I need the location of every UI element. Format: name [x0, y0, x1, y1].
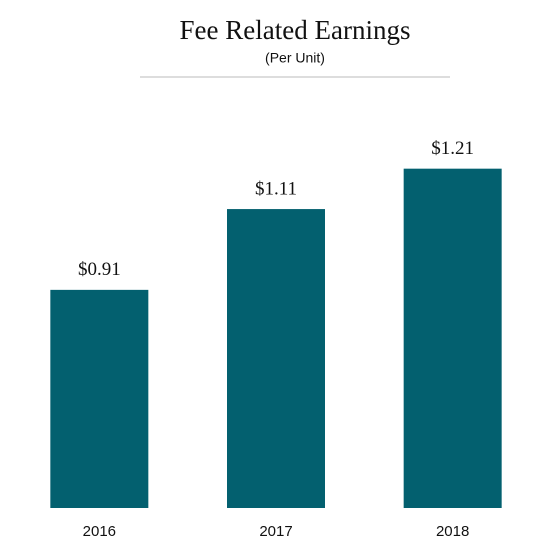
value-label: $1.21 — [431, 138, 474, 159]
bar — [227, 209, 325, 508]
value-label: $0.91 — [78, 259, 121, 280]
chart-title: Fee Related Earnings — [180, 15, 411, 45]
x-tick-label: 2017 — [259, 523, 292, 540]
chart-subtitle: (Per Unit) — [265, 50, 325, 66]
x-tick-label: 2016 — [83, 523, 116, 540]
bar — [403, 168, 502, 508]
x-tick-label: 2018 — [436, 523, 469, 540]
bar — [50, 289, 149, 508]
value-label: $1.11 — [255, 178, 297, 199]
